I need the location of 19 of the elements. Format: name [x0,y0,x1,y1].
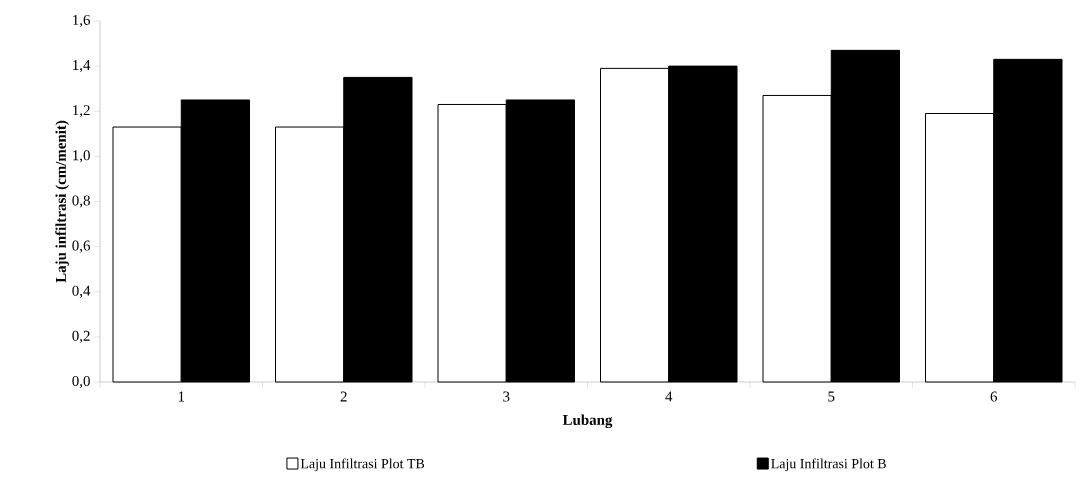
y-tick-label: 0,8 [72,195,90,208]
legend-label: Laju Infiltrasi Plot TB [300,458,425,472]
y-tick-label: 0,2 [72,330,90,343]
y-tick-label: 1,2 [73,105,90,118]
y-tick-label: 0,0 [72,375,90,389]
y-tick-label: 0,6 [72,240,91,253]
y-tick-label: 1,0 [73,150,90,163]
x-tick-label: 2 [340,391,347,402]
x-tick-label: 6 [990,391,998,402]
x-tick-label: 4 [665,391,673,402]
x-axis-title: Lubang [562,414,613,429]
y-tick-label: 1,4 [73,60,91,73]
x-tick-label: 5 [828,391,835,402]
y-tick-label: 1,6 [73,14,91,28]
y-tick-label: 0,4 [72,285,91,298]
x-tick-label: 3 [503,391,510,402]
x-tick-label: 1 [178,391,185,402]
y-axis-title: Laju infiltrasi (cm/menit) [55,120,69,283]
legend-label: Laju Infiltrasi Plot B [771,458,886,472]
